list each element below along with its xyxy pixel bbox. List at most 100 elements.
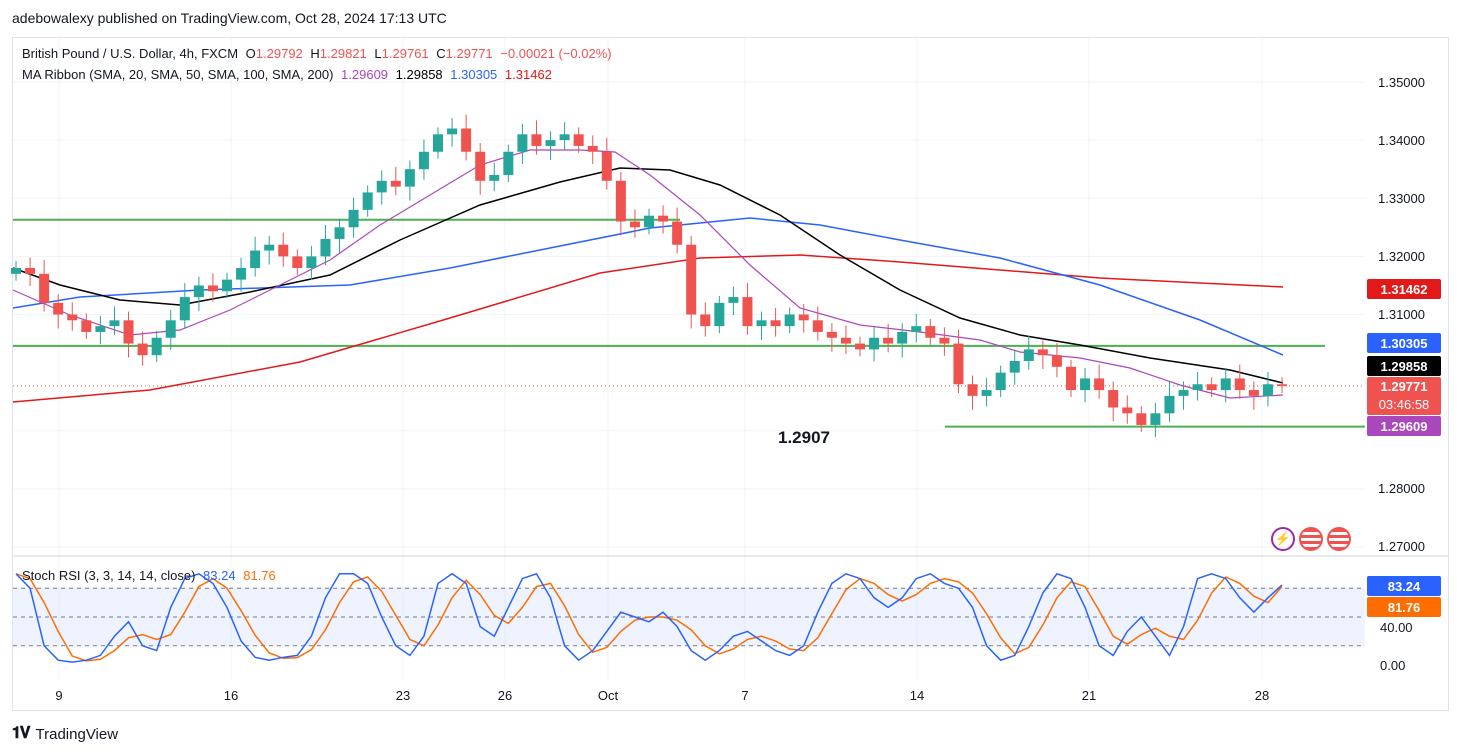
stoch-legend: Stoch RSI (3, 3, 14, 14, close) 83.24 81… bbox=[22, 568, 280, 583]
candle-body bbox=[461, 128, 472, 152]
time-tick: 26 bbox=[497, 688, 513, 703]
candle-body bbox=[967, 384, 978, 396]
candle-body bbox=[25, 268, 36, 274]
candle-body bbox=[587, 145, 598, 152]
candle-body bbox=[95, 326, 106, 332]
time-tick: 7 bbox=[741, 688, 749, 703]
price-tick: 1.34000 bbox=[1378, 133, 1425, 148]
candle-body bbox=[1178, 390, 1189, 396]
candle-body bbox=[1277, 384, 1287, 386]
candle-body bbox=[264, 244, 275, 251]
stoch-rsi-pane bbox=[13, 572, 1365, 663]
chart-frame bbox=[12, 37, 1449, 711]
footer-brand[interactable]: 𝟏𝐕 TradingView bbox=[12, 725, 118, 743]
stoch-k-line bbox=[15, 572, 1283, 663]
candle-body bbox=[784, 314, 795, 327]
lightning-icon[interactable]: ⚡ bbox=[1271, 527, 1295, 551]
candle-body bbox=[376, 180, 387, 193]
candle-body bbox=[475, 151, 486, 181]
candle-body bbox=[390, 180, 401, 187]
candle-body bbox=[109, 320, 120, 327]
candle-body bbox=[1066, 366, 1076, 391]
candle-body bbox=[728, 297, 739, 303]
us-flag-icon[interactable] bbox=[1327, 527, 1351, 551]
high-label: H bbox=[310, 46, 320, 61]
symbol-legend: British Pound / U.S. Dollar, 4h, FXCM O1… bbox=[22, 46, 616, 61]
stoch-tick: 0.00 bbox=[1380, 658, 1406, 673]
candle-body bbox=[756, 320, 767, 327]
candle-body bbox=[503, 151, 514, 175]
open-label: O bbox=[245, 46, 256, 61]
candle-body bbox=[151, 337, 162, 356]
candle-body bbox=[1164, 395, 1175, 414]
ma50-value: 1.29858 bbox=[395, 67, 443, 82]
brand-name: TradingView bbox=[35, 725, 119, 743]
candle-body bbox=[278, 244, 289, 257]
ma-ribbon-label: MA Ribbon (SMA, 20, SMA, 50, SMA, 100, S… bbox=[22, 67, 334, 82]
price-tick: 1.32000 bbox=[1378, 249, 1425, 264]
candle-body bbox=[644, 215, 654, 228]
candle-body bbox=[742, 297, 753, 327]
ma100-price-tag: 1.30305 bbox=[1367, 333, 1441, 353]
candle-body bbox=[770, 320, 781, 327]
close-value: 1.29771 bbox=[445, 46, 493, 61]
candle-body bbox=[939, 337, 950, 344]
time-tick: Oct bbox=[597, 688, 619, 703]
ma20-price-tag: 1.29609 bbox=[1367, 416, 1441, 436]
candles bbox=[11, 114, 1287, 438]
candle-body bbox=[714, 302, 725, 327]
candle-body bbox=[995, 372, 1006, 391]
candle-body bbox=[1248, 390, 1259, 396]
candle-body bbox=[67, 314, 78, 321]
candle-body bbox=[601, 151, 612, 181]
candle-body bbox=[165, 320, 176, 338]
candle-body bbox=[559, 134, 570, 141]
candle-body bbox=[615, 180, 626, 222]
grid bbox=[13, 38, 1448, 680]
ma100-value: 1.30305 bbox=[450, 67, 498, 82]
low-label: L bbox=[374, 46, 382, 61]
candle-body bbox=[1051, 355, 1062, 367]
candle-body bbox=[447, 128, 458, 135]
stoch-d-value: 81.76 bbox=[243, 568, 276, 583]
us-flag-icon[interactable] bbox=[1299, 527, 1323, 551]
candle-body bbox=[925, 326, 936, 338]
candle-body bbox=[348, 209, 359, 228]
bar-countdown: 03:46:58 bbox=[1378, 397, 1430, 412]
ma-ribbon bbox=[12, 149, 1284, 403]
tradingview-logo-icon: 𝟏𝐕 bbox=[12, 725, 30, 742]
candle-body bbox=[1262, 384, 1273, 396]
stoch-k-tag: 83.24 bbox=[1367, 576, 1441, 596]
candle-body bbox=[236, 268, 247, 280]
candle-body bbox=[897, 331, 908, 344]
candle-body bbox=[306, 256, 317, 268]
time-tick: 16 bbox=[223, 688, 239, 703]
candle-body bbox=[517, 134, 528, 152]
stoch-band-fill bbox=[13, 588, 1365, 646]
candle-body bbox=[812, 320, 823, 332]
candle-body bbox=[123, 320, 134, 344]
candle-body bbox=[418, 151, 429, 170]
candle-body bbox=[883, 337, 894, 344]
candle-body bbox=[11, 268, 21, 274]
ma20-value: 1.29609 bbox=[341, 67, 389, 82]
open-value: 1.29792 bbox=[255, 46, 303, 61]
candle-body bbox=[292, 256, 303, 268]
price-tick: 1.35000 bbox=[1378, 75, 1425, 90]
candle-body bbox=[840, 337, 851, 344]
candle-body bbox=[1037, 349, 1048, 356]
support-annotation: 1.2907 bbox=[778, 428, 830, 447]
stoch-tick: 40.00 bbox=[1380, 620, 1413, 635]
candle-body bbox=[433, 134, 443, 152]
sma20-line bbox=[12, 149, 1284, 399]
stoch-label: Stoch RSI (3, 3, 14, 14, close) bbox=[22, 568, 196, 583]
time-tick: 23 bbox=[395, 688, 411, 703]
last-price-tag: 1.29771 03:46:58 bbox=[1367, 377, 1441, 415]
candle-body bbox=[981, 390, 992, 396]
candle-body bbox=[1150, 413, 1161, 425]
ma50-price-tag: 1.29858 bbox=[1367, 356, 1441, 376]
candle-body bbox=[320, 238, 331, 257]
candle-body bbox=[1122, 407, 1133, 414]
price-tick: 1.28000 bbox=[1378, 481, 1425, 496]
